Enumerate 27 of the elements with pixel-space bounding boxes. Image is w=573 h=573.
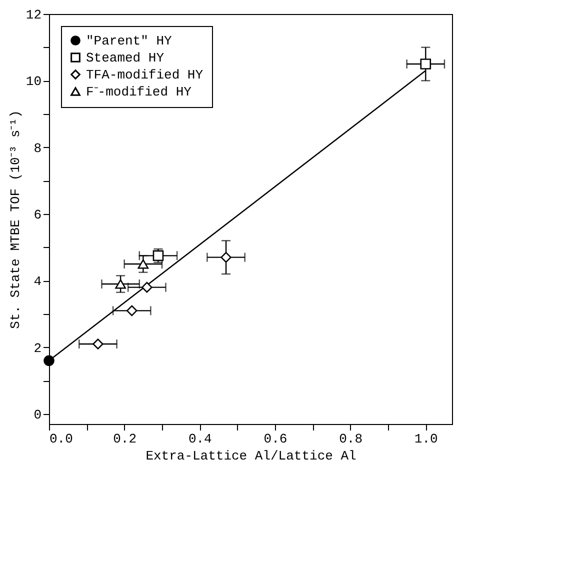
point <box>220 252 232 263</box>
x-tick-label: 0.2 <box>113 432 137 446</box>
point <box>44 355 54 366</box>
x-tick-label: 1.0 <box>414 432 438 446</box>
y-tick-label: 0 <box>34 408 42 422</box>
y-axis-title: St. State MTBE TOF (10⁻³ s⁻¹) <box>8 110 23 329</box>
x-axis-title: Extra-Lattice Al/Lattice Al <box>146 448 357 464</box>
x-tick-label: 0.6 <box>264 432 288 446</box>
legend-label: Steamed HY <box>86 50 164 66</box>
x-tick-label: 0.8 <box>339 432 363 446</box>
x-tick-label: 0.4 <box>188 432 212 446</box>
y-tick-label: 10 <box>26 74 42 90</box>
point <box>142 282 152 293</box>
point <box>92 338 104 350</box>
point <box>115 279 126 289</box>
y-tick-label: 12 <box>26 8 42 22</box>
legend-label: "Parent" HY <box>86 34 172 48</box>
legend-label: TFA-modified HY <box>86 68 204 82</box>
y-tick-label: 8 <box>34 140 42 156</box>
y-tick-label: 6 <box>34 208 42 222</box>
point <box>420 58 432 70</box>
x-tick-label: 0.0 <box>50 432 73 446</box>
point <box>126 305 138 316</box>
y-tick-label: 4 <box>34 274 42 290</box>
legend-label: F⁻-modified HY <box>86 84 192 100</box>
y-tick-label: 2 <box>34 340 42 356</box>
point <box>138 259 149 269</box>
